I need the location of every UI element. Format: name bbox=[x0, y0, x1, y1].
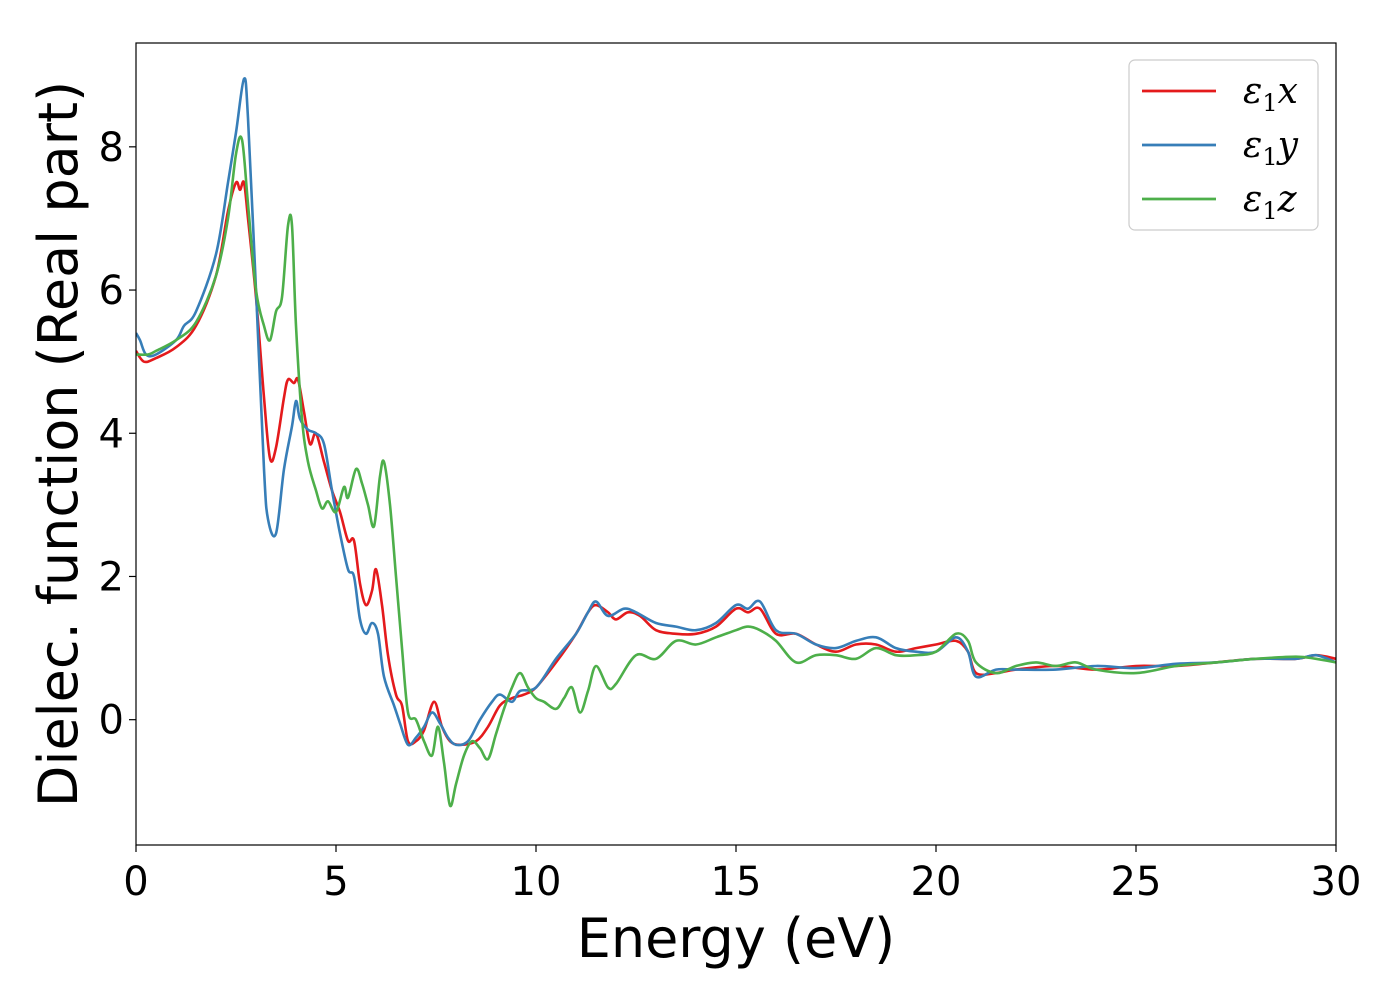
y-axis-label: Dielec. function (Real part) bbox=[27, 81, 90, 807]
legend: ε1x ε1y ε1z bbox=[1128, 59, 1319, 231]
legend-label-x: ε1x bbox=[1243, 71, 1298, 117]
plot-frame bbox=[135, 42, 1337, 846]
y-tick-label: 8 bbox=[99, 125, 124, 171]
x-tick-label: 5 bbox=[323, 859, 348, 905]
legend-label-z: ε1z bbox=[1243, 179, 1298, 225]
series-line-x bbox=[136, 180, 1336, 747]
legend-box bbox=[1128, 59, 1319, 231]
legend-label-y: ε1y bbox=[1243, 125, 1299, 171]
y-tick-label: 0 bbox=[99, 698, 124, 744]
x-tick-label: 30 bbox=[1311, 859, 1362, 905]
x-axis-label: Energy (eV) bbox=[577, 907, 896, 970]
y-tick-label: 2 bbox=[99, 554, 124, 600]
x-tick-label: 25 bbox=[1111, 859, 1162, 905]
x-tick-label: 20 bbox=[911, 859, 962, 905]
y-tick-label: 4 bbox=[99, 411, 124, 457]
x-tick-label: 0 bbox=[123, 859, 148, 905]
y-tick-label: 6 bbox=[99, 268, 124, 314]
axis-ticks: 0 5 10 15 20 25 30 0 2 4 6 8 bbox=[99, 125, 1362, 905]
x-tick-label: 15 bbox=[711, 859, 762, 905]
series-line-z bbox=[136, 135, 1336, 808]
x-tick-label: 10 bbox=[511, 859, 562, 905]
plot-area bbox=[136, 77, 1336, 808]
